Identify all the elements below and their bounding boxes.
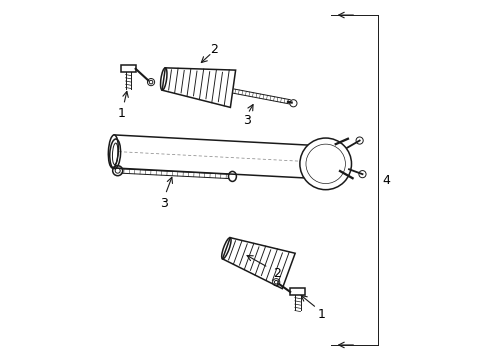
Ellipse shape [108, 135, 119, 168]
Text: 2: 2 [211, 42, 219, 55]
Text: 3: 3 [243, 114, 251, 127]
Text: 4: 4 [383, 174, 391, 186]
Text: 2: 2 [273, 267, 281, 280]
Text: 1: 1 [318, 308, 326, 321]
Text: 3: 3 [160, 197, 168, 210]
Ellipse shape [311, 145, 320, 179]
Text: 1: 1 [117, 107, 125, 120]
Circle shape [300, 138, 351, 190]
